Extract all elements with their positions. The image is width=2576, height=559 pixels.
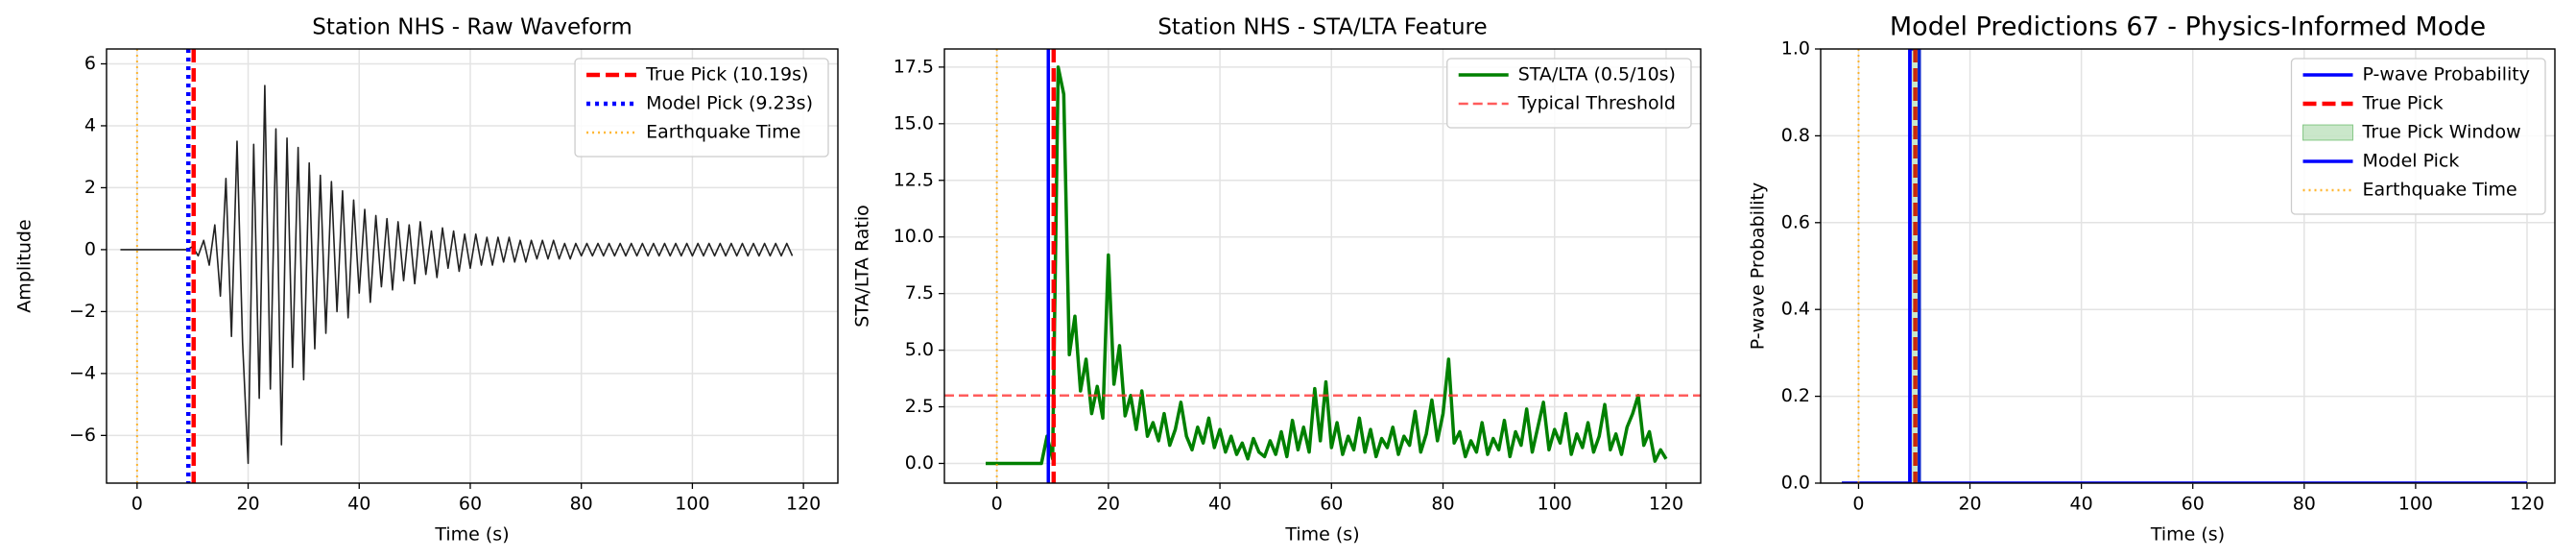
legend-label: True Pick <box>2362 93 2444 114</box>
chart-title: Model Predictions 67 - Physics-Informed … <box>1890 12 2486 42</box>
y-tick-label: −4 <box>69 362 96 383</box>
legend: P-wave Probability True Pick True Pick Win… <box>2290 58 2546 215</box>
legend-label: Model Pick <box>2363 151 2460 172</box>
chart-title: Station NHS - Raw Waveform <box>312 15 632 40</box>
y-tick-label: 0.0 <box>1781 473 1810 494</box>
x-tick-label: 100 <box>675 494 709 515</box>
legend-label: Model Pick (9.23s) <box>646 93 813 114</box>
span <box>1909 49 1921 483</box>
x-tick-label: 120 <box>1649 494 1683 515</box>
y-tick-label: 17.5 <box>894 56 934 77</box>
x-tick-label: 100 <box>1538 494 1572 515</box>
y-tick-label: 0.2 <box>1781 385 1810 406</box>
y-tick-label: −6 <box>69 425 96 446</box>
legend: True Pick (10.19s) Model Pick (9.23s) Eart… <box>574 58 829 158</box>
x-tick-label: 80 <box>570 494 593 515</box>
legend-label: P-wave Probability <box>2363 64 2531 85</box>
x-tick-label: 0 <box>131 494 143 515</box>
legend-swatch <box>2302 124 2353 141</box>
x-tick-label: 20 <box>1097 494 1120 515</box>
x-tick-label: 40 <box>2070 494 2093 515</box>
y-tick-label: 0.4 <box>1781 299 1810 320</box>
x-tick-label: 60 <box>2182 494 2205 515</box>
series-line <box>120 85 794 465</box>
y-axis-label: STA/LTA Ratio <box>852 205 873 328</box>
x-tick-label: 80 <box>2293 494 2316 515</box>
x-tick-label: 20 <box>236 494 259 515</box>
x-axis-label: Time (s) <box>434 524 509 546</box>
y-tick-label: 10.0 <box>894 226 934 247</box>
y-tick-label: 7.5 <box>905 282 934 304</box>
y-tick-label: 5.0 <box>905 339 934 360</box>
x-tick-label: 0 <box>1852 494 1864 515</box>
y-tick-label: 15.0 <box>894 112 934 134</box>
y-tick-label: 1.0 <box>1781 38 1810 60</box>
x-tick-label: 20 <box>1958 494 1981 515</box>
chart-title: Station NHS - STA/LTA Feature <box>1157 15 1487 40</box>
legend-label: True Pick (10.19s) <box>645 64 808 85</box>
y-tick-label: 0.0 <box>905 452 934 474</box>
y-axis-label: Amplitude <box>14 219 36 312</box>
x-tick-label: 100 <box>2398 494 2433 515</box>
y-tick-label: −2 <box>69 301 96 322</box>
legend-label: STA/LTA (0.5/10s) <box>1518 64 1676 85</box>
y-tick-label: 12.5 <box>894 169 934 190</box>
plot-area <box>120 49 794 483</box>
x-tick-label: 120 <box>786 494 821 515</box>
x-tick-label: 40 <box>347 494 370 515</box>
x-tick-label: 60 <box>459 494 482 515</box>
legend-label: Earthquake Time <box>646 122 800 143</box>
y-tick-label: 0 <box>84 238 96 259</box>
legend-box <box>2290 58 2546 215</box>
y-tick-label: 2 <box>84 177 96 198</box>
legend-box <box>574 58 829 158</box>
axes-frame <box>106 48 839 484</box>
y-tick-label: 2.5 <box>905 396 934 417</box>
legend: STA/LTA (0.5/10s) Typical Threshold <box>1446 58 1692 129</box>
y-tick-label: 4 <box>84 114 96 135</box>
plot-area <box>944 49 1701 483</box>
y-axis-label: P-wave Probability <box>1748 182 1769 351</box>
legend-label: True Pick Window <box>2362 122 2521 143</box>
x-tick-label: 0 <box>991 494 1003 515</box>
axes-frame <box>943 48 1702 484</box>
axes-frame <box>1820 48 2556 484</box>
x-axis-label: Time (s) <box>2150 524 2225 546</box>
x-tick-label: 120 <box>2510 494 2544 515</box>
legend-label: Typical Threshold <box>1517 93 1676 114</box>
x-tick-label: 60 <box>1320 494 1343 515</box>
y-tick-label: 0.6 <box>1781 211 1810 232</box>
x-tick-label: 40 <box>1208 494 1231 515</box>
x-tick-label: 80 <box>1431 494 1454 515</box>
y-tick-label: 6 <box>84 53 96 74</box>
legend-label: Earthquake Time <box>2363 180 2517 201</box>
x-axis-label: Time (s) <box>1284 524 1359 546</box>
plot-area <box>1842 49 2527 483</box>
y-tick-label: 0.8 <box>1781 125 1810 146</box>
series-line <box>986 65 1668 466</box>
